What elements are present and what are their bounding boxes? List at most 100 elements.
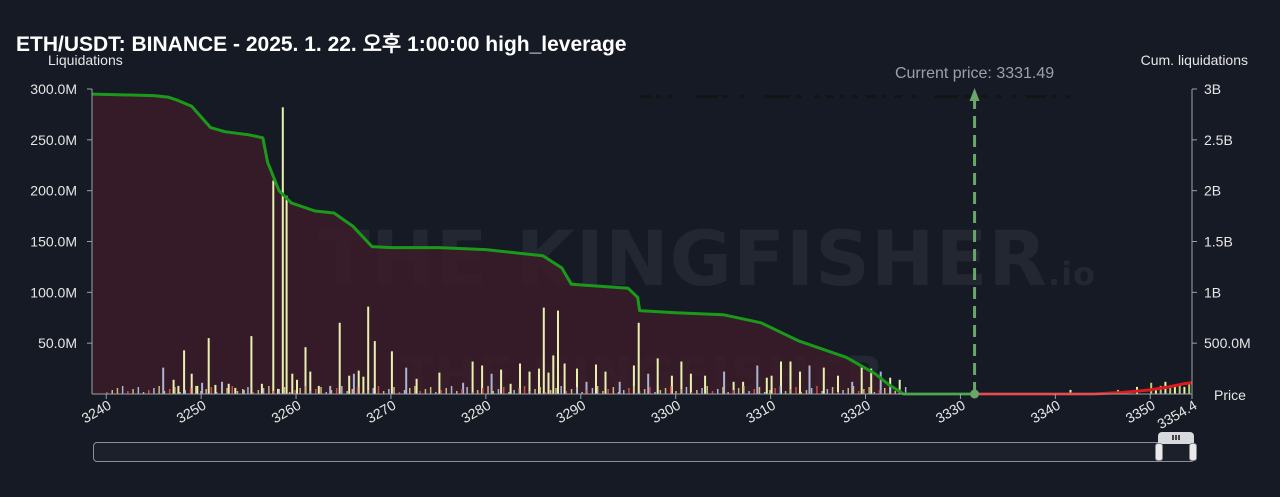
liquidation-bar <box>784 391 787 394</box>
liquidation-bar <box>800 392 802 394</box>
left-tick-label: 200.0M <box>30 183 77 199</box>
liquidation-bar <box>390 351 393 394</box>
liquidation-bar <box>534 389 536 394</box>
liquidation-bar <box>816 386 818 394</box>
liquidation-bar <box>283 387 286 394</box>
liquidation-bar <box>294 390 296 394</box>
liquidation-bar <box>795 387 797 394</box>
liquidation-bar <box>179 392 181 394</box>
liquidation-bar <box>753 389 755 394</box>
liquidation-bar <box>500 369 503 394</box>
liquidation-bar <box>183 350 186 394</box>
x-tick-label: 3350 <box>1123 397 1158 427</box>
liquidation-bar <box>711 391 714 394</box>
liquidation-bar <box>445 388 447 394</box>
liquidation-bar <box>348 375 351 394</box>
legend-mark <box>656 95 661 98</box>
liquidation-bar <box>299 388 301 394</box>
liquidation-bar <box>409 388 411 394</box>
liquidation-bar <box>586 390 588 394</box>
liquidation-bar <box>508 392 510 394</box>
liquidation-bar <box>758 387 761 394</box>
left-tick-label: 150.0M <box>30 234 77 250</box>
liquidation-bar <box>790 389 792 394</box>
legend-mark <box>882 95 886 98</box>
liquidation-bar <box>780 361 782 394</box>
liquidation-bar <box>602 391 604 394</box>
liquidation-bar <box>664 388 667 394</box>
liquidation-bar <box>1159 385 1162 394</box>
range-slider-right-handle[interactable] <box>1189 443 1197 461</box>
liquidation-bar <box>242 389 245 394</box>
liquidation-bar <box>329 385 332 394</box>
liquidation-bar <box>607 389 609 394</box>
liquidation-bar <box>196 385 199 394</box>
legend-mark <box>796 95 802 98</box>
liquidation-bar <box>438 372 441 394</box>
liquidation-bar <box>822 367 825 394</box>
liquidation-bar <box>148 390 150 394</box>
liquidation-bar <box>894 391 896 394</box>
liquidation-bar <box>357 370 360 394</box>
right-tick-label: 2.5B <box>1204 132 1233 148</box>
liquidation-bar <box>362 376 365 394</box>
liquidation-bar <box>304 386 307 394</box>
liquidation-bars <box>106 107 1191 395</box>
liquidation-bar <box>195 386 197 394</box>
liquidation-bar <box>529 391 531 394</box>
legend-mark <box>840 95 844 98</box>
legend-mark <box>826 95 834 98</box>
liquidation-bar <box>904 387 907 394</box>
liquidation-bar <box>162 367 165 394</box>
liquidation-bar <box>596 386 599 394</box>
liquidation-bar <box>656 358 659 394</box>
liquidation-bar <box>252 392 254 394</box>
liquidation-bar <box>419 391 421 394</box>
liquidation-bar <box>262 388 265 394</box>
range-slider-grip[interactable] <box>1158 432 1194 444</box>
left-tick-label: 300.0M <box>30 81 77 97</box>
liquidation-bar <box>405 367 408 394</box>
right-tick-label: 2B <box>1204 183 1221 199</box>
legend-mark <box>996 95 1002 98</box>
liquidation-bar <box>158 386 160 394</box>
liquidation-bar <box>1154 387 1157 394</box>
liquidation-bar <box>236 391 239 394</box>
liquidation-bar <box>190 373 193 394</box>
current-price-marker: Current price: 3331.49 <box>895 65 1054 399</box>
liquidation-bar <box>675 391 677 394</box>
liquidation-bar <box>685 387 688 394</box>
liquidation-bar <box>837 375 839 394</box>
liquidation-bar <box>538 368 540 394</box>
liquidation-bar <box>382 391 385 394</box>
liquidation-bar <box>503 387 505 394</box>
range-slider-left-handle[interactable] <box>1155 443 1163 461</box>
x-tick-label: 3354.4 <box>1154 397 1199 432</box>
liquidation-bar <box>774 388 776 394</box>
liquidation-bar <box>429 387 432 394</box>
liquidation-bar <box>296 379 298 394</box>
liquidation-bar <box>732 390 735 394</box>
liquidation-bar <box>810 388 813 394</box>
liquidation-bar <box>221 381 223 394</box>
left-axis-label: Liquidations <box>48 52 123 68</box>
left-tick-label: 50.0M <box>38 335 77 351</box>
range-slider-track[interactable] <box>93 442 1195 462</box>
liquidation-bar <box>617 392 620 394</box>
liquidation-bar <box>581 392 583 394</box>
liquidation-bar <box>325 392 327 394</box>
legend-mark <box>722 95 728 98</box>
liquidation-bar <box>372 388 374 394</box>
liquidation-bar <box>879 371 882 394</box>
legend-mark <box>912 95 917 98</box>
liquidation-bar <box>544 392 547 394</box>
legend-mark <box>1066 95 1071 98</box>
liquidation-bar <box>492 391 494 394</box>
liquidation-bar <box>132 389 134 394</box>
liquidation-bar <box>842 390 844 394</box>
liquidation-bar <box>769 390 771 394</box>
liquidation-bar <box>680 361 683 394</box>
liquidation-bar <box>116 388 119 394</box>
